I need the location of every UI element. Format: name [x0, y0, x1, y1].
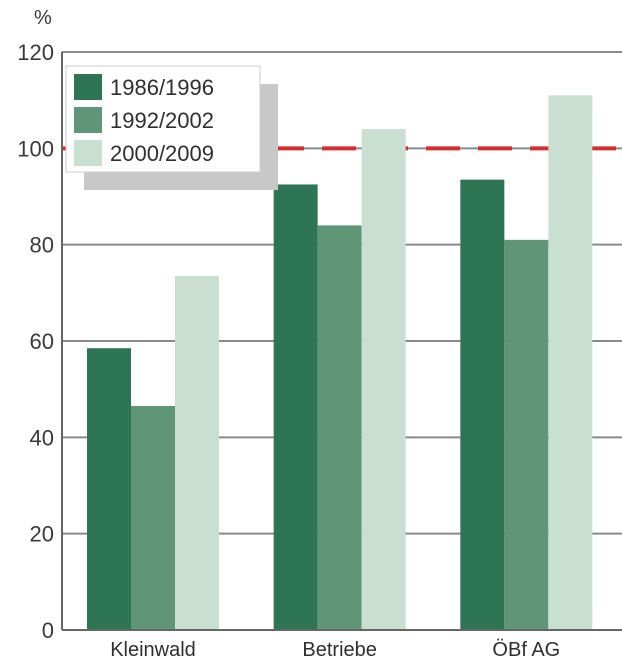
y-tick-label-120: 120 [17, 40, 54, 65]
legend-swatch-1 [74, 107, 102, 133]
bar-1-1 [317, 225, 362, 630]
bar-0-2 [175, 275, 219, 630]
y-axis-unit-label: % [34, 7, 52, 29]
bar-2-2 [548, 95, 593, 631]
legend-swatch-0 [74, 74, 102, 100]
legend-label-0: 1986/1996 [110, 75, 214, 100]
bar-0-1 [131, 406, 175, 630]
bar-2-1 [504, 239, 549, 630]
bar-2-0 [460, 179, 505, 630]
axes: % 0 20 40 60 80 100 120 Kleinwald Betriebe ÖBf AG [17, 7, 622, 661]
legend-label-2: 2000/2009 [110, 141, 214, 166]
y-tick-label-80: 80 [30, 233, 54, 258]
x-tick-label-1: Betriebe [302, 639, 377, 661]
y-tick-label-20: 20 [30, 522, 54, 547]
x-tick-label-2: ÖBf AG [492, 639, 560, 661]
legend: 1986/1996 1992/2002 2000/2009 [65, 65, 278, 190]
legend-label-1: 1992/2002 [110, 108, 214, 133]
bar-1-0 [273, 184, 318, 631]
y-tick-label-40: 40 [30, 425, 54, 450]
bar-0-0 [87, 348, 131, 630]
y-tick-label-100: 100 [17, 136, 54, 161]
bar-1-2 [361, 129, 406, 631]
bars [87, 95, 593, 631]
x-tick-label-0: Kleinwald [110, 639, 196, 661]
legend-swatch-2 [74, 140, 102, 166]
y-tick-label-0: 0 [42, 618, 54, 643]
y-tick-label-60: 60 [30, 329, 54, 354]
